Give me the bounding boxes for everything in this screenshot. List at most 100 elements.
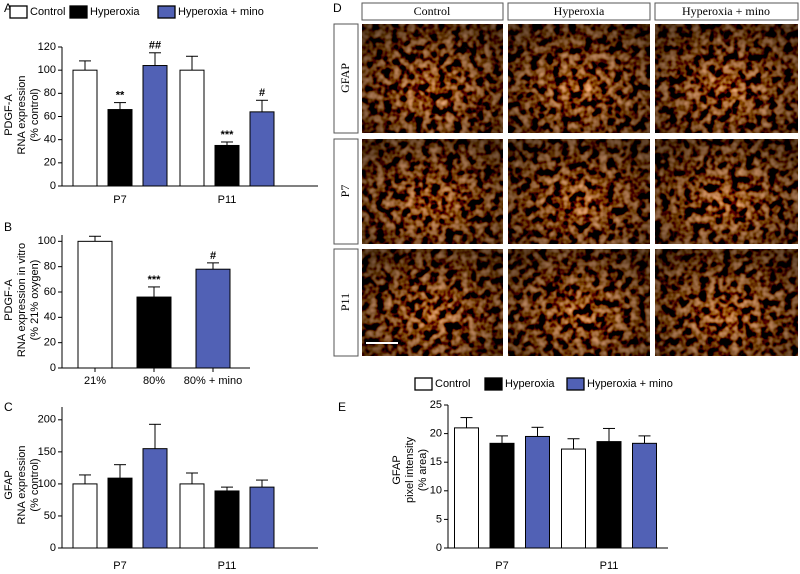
vignette xyxy=(655,139,798,244)
y-tick-label: 10 xyxy=(430,485,442,497)
vignette xyxy=(508,249,650,356)
x-tick-label: 80% xyxy=(143,375,165,387)
bar xyxy=(214,490,240,549)
legend-swatch xyxy=(9,5,28,19)
y-axis-label: PDGF-A xyxy=(3,279,15,321)
x-tick-label: P11 xyxy=(218,194,237,206)
y-tick-label: 20 xyxy=(44,157,56,169)
significance-label: ** xyxy=(116,90,125,102)
x-tick-label: P7 xyxy=(113,560,126,572)
y-tick-label: 20 xyxy=(430,428,442,440)
y-tick-label: 0 xyxy=(50,180,56,192)
panel-label: D xyxy=(333,1,342,15)
y-tick-label: 60 xyxy=(44,110,56,122)
bar xyxy=(179,69,205,187)
panel-label: C xyxy=(4,400,13,414)
panel-label: E xyxy=(338,400,346,414)
y-tick-label: 100 xyxy=(38,235,56,247)
legend-swatch xyxy=(414,377,433,391)
bar xyxy=(249,111,275,187)
y-axis-label: GFAP xyxy=(3,470,15,499)
bar xyxy=(632,442,657,549)
micrographs xyxy=(362,24,798,356)
legend-label: Control xyxy=(435,378,470,390)
bar xyxy=(142,448,168,549)
y-tick-label: 0 xyxy=(50,362,56,374)
y-axis-label: RNA expression in vitro xyxy=(16,243,28,357)
y-axis-label: (% control) xyxy=(29,458,41,511)
y-tick-label: 60 xyxy=(44,286,56,298)
y-tick-label: 100 xyxy=(38,64,56,76)
y-tick-label: 120 xyxy=(38,41,56,53)
vignette xyxy=(362,249,503,356)
column-header-box xyxy=(361,2,504,21)
bar xyxy=(136,296,172,369)
y-axis-label: RNA expression xyxy=(16,446,28,525)
bar xyxy=(107,109,133,187)
row-header-box xyxy=(333,23,359,134)
vignette xyxy=(508,139,650,244)
vignette xyxy=(655,24,798,133)
legend-swatch xyxy=(566,377,585,391)
y-tick-label: 40 xyxy=(44,311,56,323)
y-tick-label: 200 xyxy=(38,414,56,426)
y-axis-label: GFAP xyxy=(391,455,403,484)
row-header: GFAP xyxy=(338,63,352,93)
y-tick-label: 100 xyxy=(38,478,56,490)
significance-label: *** xyxy=(221,129,235,141)
bar xyxy=(525,435,550,549)
bar xyxy=(72,483,98,549)
y-tick-label: 40 xyxy=(44,134,56,146)
bar xyxy=(179,483,205,549)
bar xyxy=(561,448,586,549)
significance-label: # xyxy=(210,250,216,262)
legend-label: Hyperoxia + mino xyxy=(178,6,264,18)
row-header: P11 xyxy=(338,293,352,311)
y-axis-label: PDGF-A xyxy=(3,94,15,136)
legend-label: Hyperoxia xyxy=(505,378,555,390)
legend-label: Hyperoxia + mino xyxy=(587,378,673,390)
panel-label: A xyxy=(4,1,12,15)
y-axis-label: RNA expression xyxy=(16,76,28,155)
x-tick-label: P7 xyxy=(113,194,126,206)
column-header: Control xyxy=(414,4,451,18)
y-tick-label: 5 xyxy=(436,513,442,525)
bar xyxy=(142,65,168,187)
legend-swatch xyxy=(157,5,176,19)
bar xyxy=(72,69,98,187)
bar xyxy=(489,442,515,549)
row-header-box xyxy=(333,248,359,357)
significance-label: ## xyxy=(149,40,161,52)
bar xyxy=(77,240,113,369)
significance-label: *** xyxy=(148,274,162,286)
y-axis-label: pixel intensity xyxy=(404,436,416,503)
legend-label: Control xyxy=(30,6,65,18)
x-tick-label: 80% + mino xyxy=(184,375,242,387)
row-header-box xyxy=(333,138,359,245)
vignette xyxy=(362,24,503,133)
x-tick-label: P11 xyxy=(600,560,619,572)
bar xyxy=(596,441,622,549)
y-tick-label: 20 xyxy=(44,337,56,349)
panel-label: B xyxy=(4,220,12,234)
significance-label: # xyxy=(259,87,265,99)
column-header-box xyxy=(507,2,651,21)
vignette xyxy=(362,139,503,244)
bar xyxy=(195,268,231,369)
y-tick-label: 25 xyxy=(430,399,442,411)
y-tick-label: 80 xyxy=(44,87,56,99)
column-header-box xyxy=(654,2,799,21)
x-tick-label: P11 xyxy=(218,560,237,572)
vignette xyxy=(655,249,798,356)
y-axis-label: (% 21% oxygen) xyxy=(29,260,41,341)
bar xyxy=(214,144,240,187)
bar xyxy=(107,477,133,549)
y-axis-label: (% area) xyxy=(417,449,429,491)
y-axis-label: (% control) xyxy=(29,88,41,141)
legend-swatch xyxy=(69,5,88,19)
image-panel: D Control Hyperoxia Hyperoxia + mino GFA… xyxy=(333,1,799,357)
bar xyxy=(454,427,479,549)
y-tick-label: 0 xyxy=(436,542,442,554)
